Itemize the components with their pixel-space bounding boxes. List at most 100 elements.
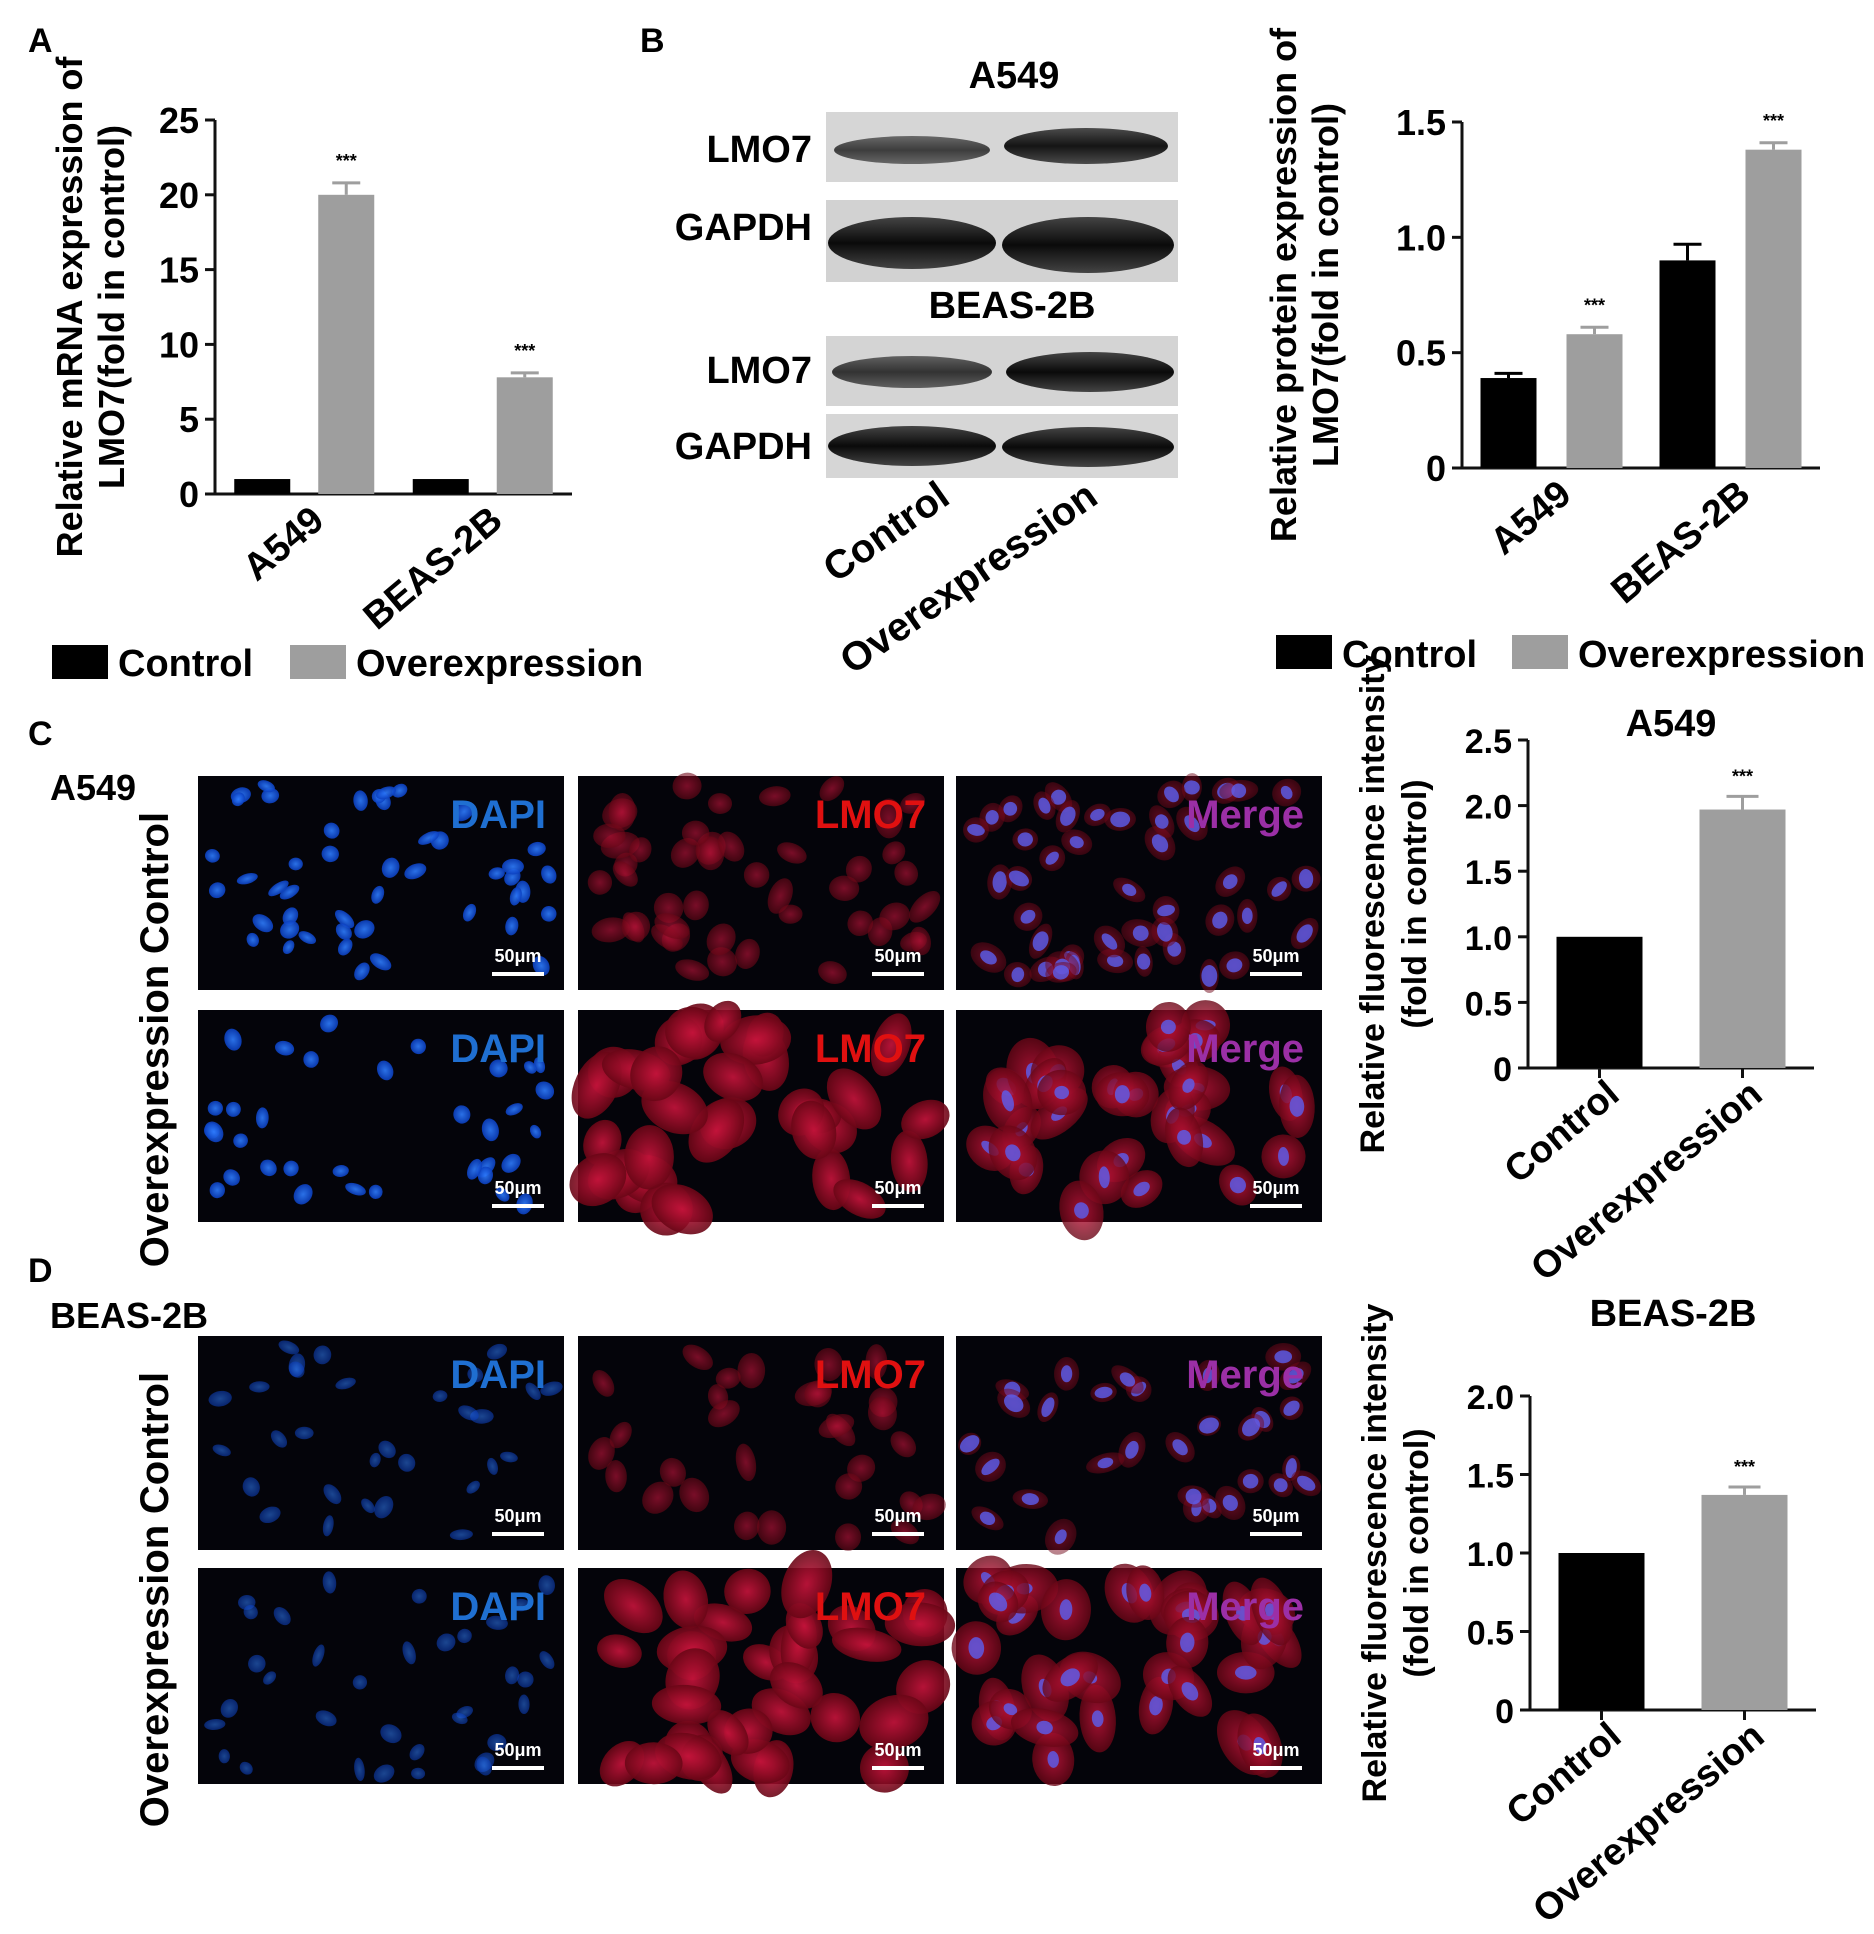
micrograph-lmo7: LMO7 50μm (569, 1000, 950, 1236)
chart-title: A549 (1626, 703, 1717, 745)
panel-label-c: C (28, 715, 53, 753)
bar-control (1480, 378, 1537, 468)
scale-bar-label: 50μm (494, 1178, 541, 1198)
panel-label-a: A (28, 22, 53, 60)
bar-control (234, 479, 291, 494)
western-blot: A549 BEAS-2B LMO7 GAPDH LMO7 GAPDH Contr… (675, 55, 1178, 683)
y-tick-label: 5 (179, 399, 199, 440)
micrograph-merge: Merge 50μm (956, 1336, 1322, 1555)
panel-label-d: D (28, 1252, 53, 1290)
micrograph-dapi: DAPI 50μm (198, 776, 564, 990)
blot-strip-gapdh-beas2b (826, 414, 1178, 478)
chart-d-fluorescence-beas2b: 0 0.5 1.0 1.5 2.0 Relative fluorescence inten… (1356, 1293, 1816, 1932)
x-tick-label: A549 (1483, 473, 1580, 564)
bar-overexpression (1745, 149, 1802, 468)
scale-bar-label: 50μm (1252, 1178, 1299, 1198)
micrograph-row-label: Overexpression (133, 1525, 177, 1827)
micrograph-row-labels: Control Overexpression (133, 1372, 177, 1827)
channel-label: Merge (1186, 1027, 1304, 1071)
legend-swatch-overexpression (290, 645, 346, 679)
blot-title-a549: A549 (969, 55, 1060, 97)
micrograph-row-label: Control (133, 812, 177, 954)
x-tick-label: BEAS-2B (1604, 473, 1759, 612)
channel-label: LMO7 (815, 793, 926, 837)
channel-label: Merge (1186, 1353, 1304, 1397)
bar-control (412, 479, 469, 494)
y-axis-label: Relative mRNA expression of LMO7(fold in … (49, 56, 132, 558)
blot-title-beas2b: BEAS-2B (929, 285, 1096, 327)
y-axis-label: Relative fluorescence intensity (fold in … (1354, 654, 1434, 1153)
blot-strip-lmo7-beas2b (826, 336, 1178, 406)
legend-swatch-overexpression (1512, 635, 1568, 669)
legend-label-control: Control (118, 643, 253, 685)
channel-label: DAPI (450, 1027, 546, 1071)
micrograph-row-label: Control (133, 1372, 177, 1514)
bar-control (1659, 260, 1716, 468)
chart-b-protein: 0 0.5 1.0 1.5 Relative protein expression of… (1263, 27, 1820, 612)
significance-marker: *** (1584, 295, 1605, 315)
micrograph-dapi: DAPI 50μm (198, 1010, 564, 1222)
chart-c-fluorescence-a549: 0 0.5 1.0 1.5 2.0 2.5 Relative fluorescence in… (1354, 654, 1814, 1290)
y-axis-label-line: (fold in control) (1396, 779, 1434, 1028)
y-tick-label: 0.5 (1467, 1615, 1514, 1653)
x-tick-label: A549 (235, 499, 332, 590)
scale-bar-label: 50μm (874, 946, 921, 966)
y-tick-label: 20 (159, 175, 199, 216)
micrograph-cell-line-label: A549 (50, 767, 136, 808)
channel-label: LMO7 (815, 1027, 926, 1071)
blot-lane-label: Overexpression (832, 473, 1105, 682)
micrograph-dapi: DAPI 50μm (198, 1336, 564, 1550)
y-axis-label-line: Relative fluorescence intensity (1354, 654, 1392, 1153)
y-tick-label: 2.0 (1465, 789, 1512, 827)
micrograph-merge: Merge 50μm (956, 1000, 1322, 1241)
scale-bar-label: 50μm (1252, 946, 1299, 966)
y-tick-label: 0.5 (1396, 333, 1446, 374)
micrograph-panels: A549ControlOverexpressionDAPI50μmLMO750μ… (50, 767, 1322, 1827)
blot-row-label: GAPDH (675, 426, 812, 468)
y-axis-label-line: Relative fluorescence intensity (1356, 1303, 1394, 1802)
significance-marker: *** (336, 151, 357, 171)
channel-label: DAPI (450, 1353, 546, 1397)
micrograph-lmo7: LMO7 50μm (578, 1549, 956, 1798)
y-axis-label-line: (fold in control) (1398, 1428, 1436, 1677)
bar-overexpression (1699, 809, 1786, 1068)
legend-label-overexpression: Overexpression (356, 643, 643, 685)
legend-label-overexpression: Overexpression (1578, 634, 1865, 676)
bar-overexpression (1566, 334, 1623, 468)
blot-row-label: LMO7 (706, 350, 812, 392)
channel-label: LMO7 (815, 1585, 926, 1629)
y-tick-label: 15 (159, 250, 199, 291)
blot-strip-gapdh-a549 (826, 200, 1178, 282)
scale-bar-label: 50μm (494, 1506, 541, 1526)
y-tick-label: 0.5 (1465, 985, 1512, 1023)
x-tick-label: BEAS-2B (356, 499, 511, 638)
channel-label: LMO7 (815, 1353, 926, 1397)
legend-label-control: Control (1342, 634, 1477, 676)
bar-overexpression (318, 194, 375, 495)
channel-label: DAPI (450, 1585, 546, 1629)
bar-overexpression (496, 377, 553, 494)
blot-row-label: GAPDH (675, 207, 812, 249)
bar-overexpression (1701, 1494, 1788, 1710)
significance-marker: *** (1734, 1457, 1755, 1477)
micrograph-merge: Merge 50μm (951, 1555, 1322, 1787)
channel-label: Merge (1186, 1585, 1304, 1629)
y-tick-label: 1.5 (1396, 102, 1446, 143)
y-axis-label-line: Relative mRNA expression of (49, 56, 90, 558)
y-tick-label: 2.5 (1465, 723, 1512, 761)
bar-control (1558, 1553, 1645, 1710)
x-tick-label: Control (1497, 1073, 1627, 1192)
significance-marker: *** (1763, 111, 1784, 131)
y-tick-label: 0 (1426, 448, 1446, 489)
significance-marker: *** (1732, 766, 1753, 786)
y-axis-label-line: LMO7(fold in control) (1305, 103, 1346, 467)
legend-swatch-control (52, 645, 108, 679)
legend-a: Control Overexpression (52, 643, 643, 685)
y-tick-label: 0 (179, 474, 199, 515)
legend-b: Control Overexpression (1276, 634, 1865, 676)
y-tick-label: 1.0 (1396, 217, 1446, 258)
y-tick-label: 2.0 (1467, 1379, 1514, 1417)
micrograph-dapi: DAPI 50μm (198, 1568, 564, 1784)
channel-label: Merge (1186, 793, 1304, 837)
scale-bar-label: 50μm (874, 1178, 921, 1198)
